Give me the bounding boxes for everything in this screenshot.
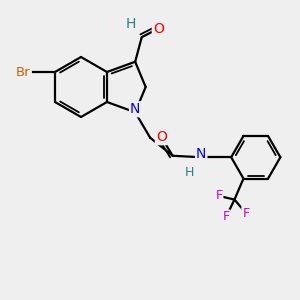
Text: O: O <box>153 22 164 36</box>
Text: H: H <box>125 16 136 31</box>
Text: F: F <box>215 190 222 202</box>
Text: F: F <box>242 207 249 220</box>
Text: F: F <box>223 211 230 224</box>
Text: N: N <box>130 102 140 116</box>
Text: N: N <box>196 147 206 161</box>
Text: H: H <box>185 167 194 179</box>
Text: O: O <box>156 130 167 144</box>
Text: Br: Br <box>16 65 31 79</box>
